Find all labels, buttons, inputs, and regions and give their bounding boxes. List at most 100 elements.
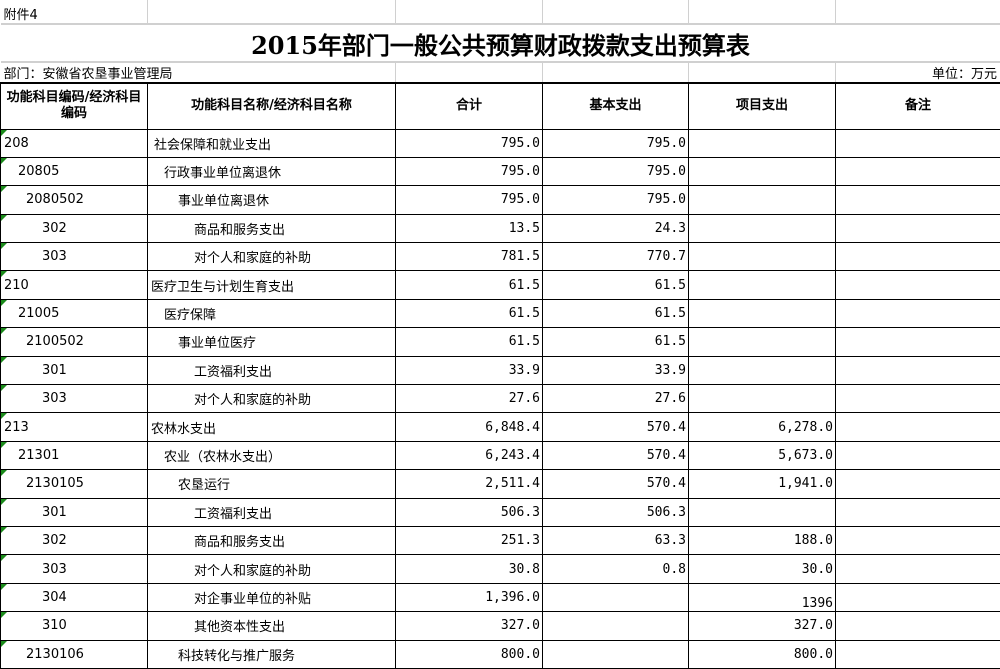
cell-note[interactable] — [836, 640, 1000, 668]
cell-code[interactable]: 21301 — [1, 441, 148, 469]
cell-note[interactable] — [836, 470, 1000, 498]
cell-total[interactable]: 800.0 — [396, 640, 543, 668]
cell-note[interactable] — [836, 555, 1000, 583]
cell-basic[interactable]: 33.9 — [543, 356, 689, 384]
cell-name[interactable]: 其他资本性支出 — [148, 612, 396, 640]
cell-basic[interactable]: 61.5 — [543, 299, 689, 327]
cell-basic[interactable]: 770.7 — [543, 243, 689, 271]
cell-project[interactable]: 188.0 — [689, 526, 836, 554]
cell-note[interactable] — [836, 441, 1000, 469]
cell-code[interactable]: 2100502 — [1, 328, 148, 356]
cell-basic[interactable]: 795.0 — [543, 186, 689, 214]
cell-code[interactable]: 310 — [1, 612, 148, 640]
cell[interactable] — [836, 0, 1000, 24]
cell-total[interactable]: 61.5 — [396, 271, 543, 299]
cell-basic[interactable]: 570.4 — [543, 441, 689, 469]
cell-name[interactable]: 农垦运行 — [148, 470, 396, 498]
cell-note[interactable] — [836, 583, 1000, 611]
cell-project[interactable]: 1396 — [689, 583, 836, 611]
cell-note[interactable] — [836, 413, 1000, 441]
cell-total[interactable]: 6,848.4 — [396, 413, 543, 441]
cell-basic[interactable]: 27.6 — [543, 385, 689, 413]
cell-total[interactable]: 61.5 — [396, 328, 543, 356]
cell[interactable] — [396, 0, 543, 24]
cell-code[interactable]: 303 — [1, 555, 148, 583]
cell-project[interactable]: 800.0 — [689, 640, 836, 668]
cell-name[interactable]: 行政事业单位离退休 — [148, 157, 396, 185]
cell-total[interactable]: 2,511.4 — [396, 470, 543, 498]
cell-name[interactable]: 对个人和家庭的补助 — [148, 243, 396, 271]
cell-basic[interactable]: 61.5 — [543, 328, 689, 356]
cell-project[interactable]: 327.0 — [689, 612, 836, 640]
cell-code[interactable]: 302 — [1, 526, 148, 554]
attachment-label[interactable]: 附件4 — [1, 0, 148, 24]
cell-note[interactable] — [836, 299, 1000, 327]
department-label[interactable]: 部门：安徽省农垦事业管理局 — [1, 62, 396, 83]
cell-name[interactable]: 社会保障和就业支出 — [148, 129, 396, 157]
cell-note[interactable] — [836, 214, 1000, 242]
cell-basic[interactable]: 570.4 — [543, 470, 689, 498]
cell-project[interactable] — [689, 157, 836, 185]
cell[interactable] — [543, 62, 689, 83]
cell-name[interactable]: 商品和服务支出 — [148, 214, 396, 242]
cell-project[interactable] — [689, 271, 836, 299]
cell[interactable] — [689, 62, 836, 83]
cell-total[interactable]: 30.8 — [396, 555, 543, 583]
cell-note[interactable] — [836, 271, 1000, 299]
cell-code[interactable]: 301 — [1, 498, 148, 526]
header-total[interactable]: 合计 — [396, 83, 543, 129]
cell-total[interactable]: 795.0 — [396, 129, 543, 157]
header-code[interactable]: 功能科目编码/经济科目编码 — [1, 83, 148, 129]
cell-code[interactable]: 210 — [1, 271, 148, 299]
cell-project[interactable] — [689, 328, 836, 356]
cell-note[interactable] — [836, 498, 1000, 526]
cell-code[interactable]: 303 — [1, 243, 148, 271]
cell-name[interactable]: 工资福利支出 — [148, 356, 396, 384]
cell-project[interactable]: 5,673.0 — [689, 441, 836, 469]
cell-name[interactable]: 对企事业单位的补贴 — [148, 583, 396, 611]
cell-project[interactable] — [689, 243, 836, 271]
cell-basic[interactable]: 0.8 — [543, 555, 689, 583]
cell-name[interactable]: 对个人和家庭的补助 — [148, 385, 396, 413]
cell-basic[interactable]: 570.4 — [543, 413, 689, 441]
cell-total[interactable]: 327.0 — [396, 612, 543, 640]
cell-code[interactable]: 21005 — [1, 299, 148, 327]
cell-code[interactable]: 2130106 — [1, 640, 148, 668]
cell-code[interactable]: 303 — [1, 385, 148, 413]
cell-basic[interactable]: 506.3 — [543, 498, 689, 526]
cell-code[interactable]: 2080502 — [1, 186, 148, 214]
cell-name[interactable]: 事业单位离退休 — [148, 186, 396, 214]
cell-total[interactable]: 1,396.0 — [396, 583, 543, 611]
header-note[interactable]: 备注 — [836, 83, 1000, 129]
cell-basic[interactable]: 795.0 — [543, 129, 689, 157]
cell-name[interactable]: 医疗卫生与计划生育支出 — [148, 271, 396, 299]
cell-total[interactable]: 33.9 — [396, 356, 543, 384]
cell-project[interactable]: 1,941.0 — [689, 470, 836, 498]
cell-project[interactable] — [689, 385, 836, 413]
cell-note[interactable] — [836, 186, 1000, 214]
cell-total[interactable]: 251.3 — [396, 526, 543, 554]
cell-note[interactable] — [836, 243, 1000, 271]
header-basic[interactable]: 基本支出 — [543, 83, 689, 129]
cell-total[interactable]: 795.0 — [396, 157, 543, 185]
cell-name[interactable]: 医疗保障 — [148, 299, 396, 327]
cell-note[interactable] — [836, 129, 1000, 157]
cell-basic[interactable]: 795.0 — [543, 157, 689, 185]
cell[interactable] — [148, 0, 396, 24]
cell-project[interactable] — [689, 356, 836, 384]
cell-project[interactable]: 30.0 — [689, 555, 836, 583]
cell-project[interactable]: 6,278.0 — [689, 413, 836, 441]
cell-basic[interactable] — [543, 583, 689, 611]
cell-basic[interactable] — [543, 612, 689, 640]
cell-note[interactable] — [836, 526, 1000, 554]
cell-name[interactable]: 事业单位医疗 — [148, 328, 396, 356]
cell-name[interactable]: 工资福利支出 — [148, 498, 396, 526]
cell-basic[interactable]: 24.3 — [543, 214, 689, 242]
cell-name[interactable]: 农业（农林水支出） — [148, 441, 396, 469]
cell-total[interactable]: 6,243.4 — [396, 441, 543, 469]
cell-basic[interactable]: 61.5 — [543, 271, 689, 299]
cell-total[interactable]: 781.5 — [396, 243, 543, 271]
cell[interactable] — [689, 0, 836, 24]
cell-total[interactable]: 27.6 — [396, 385, 543, 413]
cell-note[interactable] — [836, 385, 1000, 413]
